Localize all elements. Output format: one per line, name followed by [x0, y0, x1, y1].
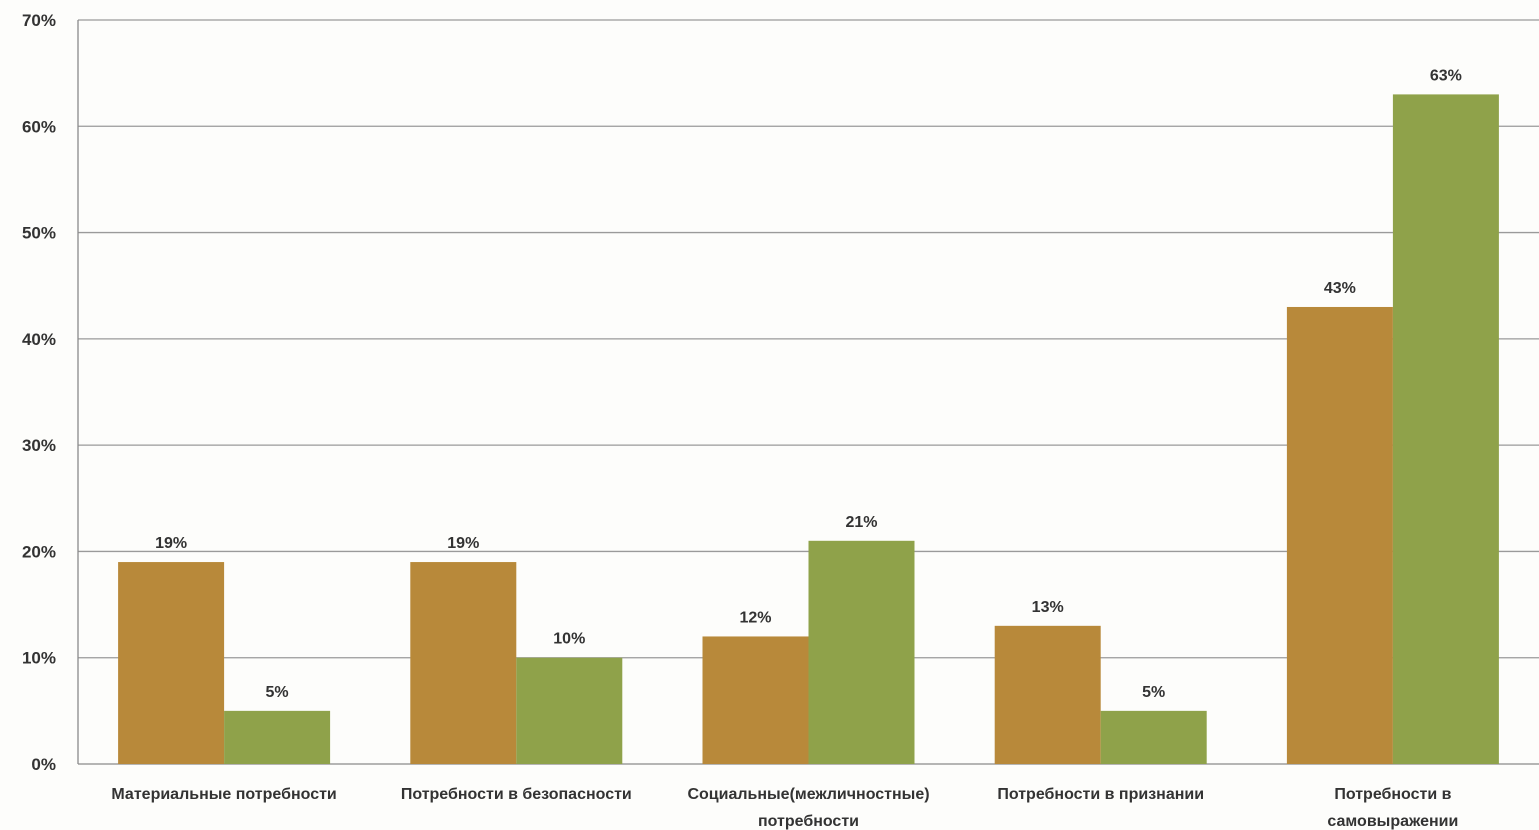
y-tick-label: 40% [22, 330, 56, 349]
data-label: 63% [1430, 67, 1462, 84]
bar [994, 625, 1101, 764]
data-label: 5% [1142, 684, 1165, 701]
bar [808, 540, 915, 764]
y-tick-label: 70% [22, 11, 56, 30]
bar [118, 562, 225, 764]
bar [1286, 306, 1393, 764]
category-label: самовыражении [1327, 813, 1458, 830]
y-tick-label: 10% [22, 649, 56, 668]
data-labels: 19% 5% 19% 10% 12% 21% 13% 5% 43% 63% [155, 67, 1462, 700]
y-tick-label: 50% [22, 224, 56, 243]
y-tick-label: 0% [31, 755, 56, 774]
category-label: потребности [758, 813, 859, 830]
y-tick-label: 60% [22, 117, 56, 136]
data-label: 21% [845, 514, 877, 531]
data-label: 19% [155, 535, 187, 552]
category-label: Материальные потребности [111, 786, 336, 803]
data-label: 19% [447, 535, 479, 552]
category-label: Социальные(межличностные) [687, 786, 929, 803]
category-label: Потребности в признании [997, 786, 1204, 803]
bar [516, 657, 623, 764]
data-label: 5% [266, 684, 289, 701]
data-label: 10% [553, 631, 585, 648]
category-label: Потребности в [1334, 786, 1451, 803]
x-axis-categories: Материальные потребности Потребности в бе… [111, 786, 1458, 830]
category-label: Потребности в безопасности [401, 786, 632, 803]
bar [410, 562, 517, 764]
y-tick-label: 20% [22, 542, 56, 561]
y-tick-label: 30% [22, 436, 56, 455]
bar [1100, 710, 1207, 764]
data-label: 13% [1032, 599, 1064, 616]
data-label: 12% [739, 609, 771, 626]
bar [1392, 94, 1499, 764]
y-axis-ticks: 0% 10% 20% 30% 40% 50% 60% 70% [22, 11, 56, 774]
bars [118, 94, 1499, 764]
bar [224, 710, 331, 764]
bar [702, 636, 809, 764]
data-label: 43% [1324, 280, 1356, 297]
